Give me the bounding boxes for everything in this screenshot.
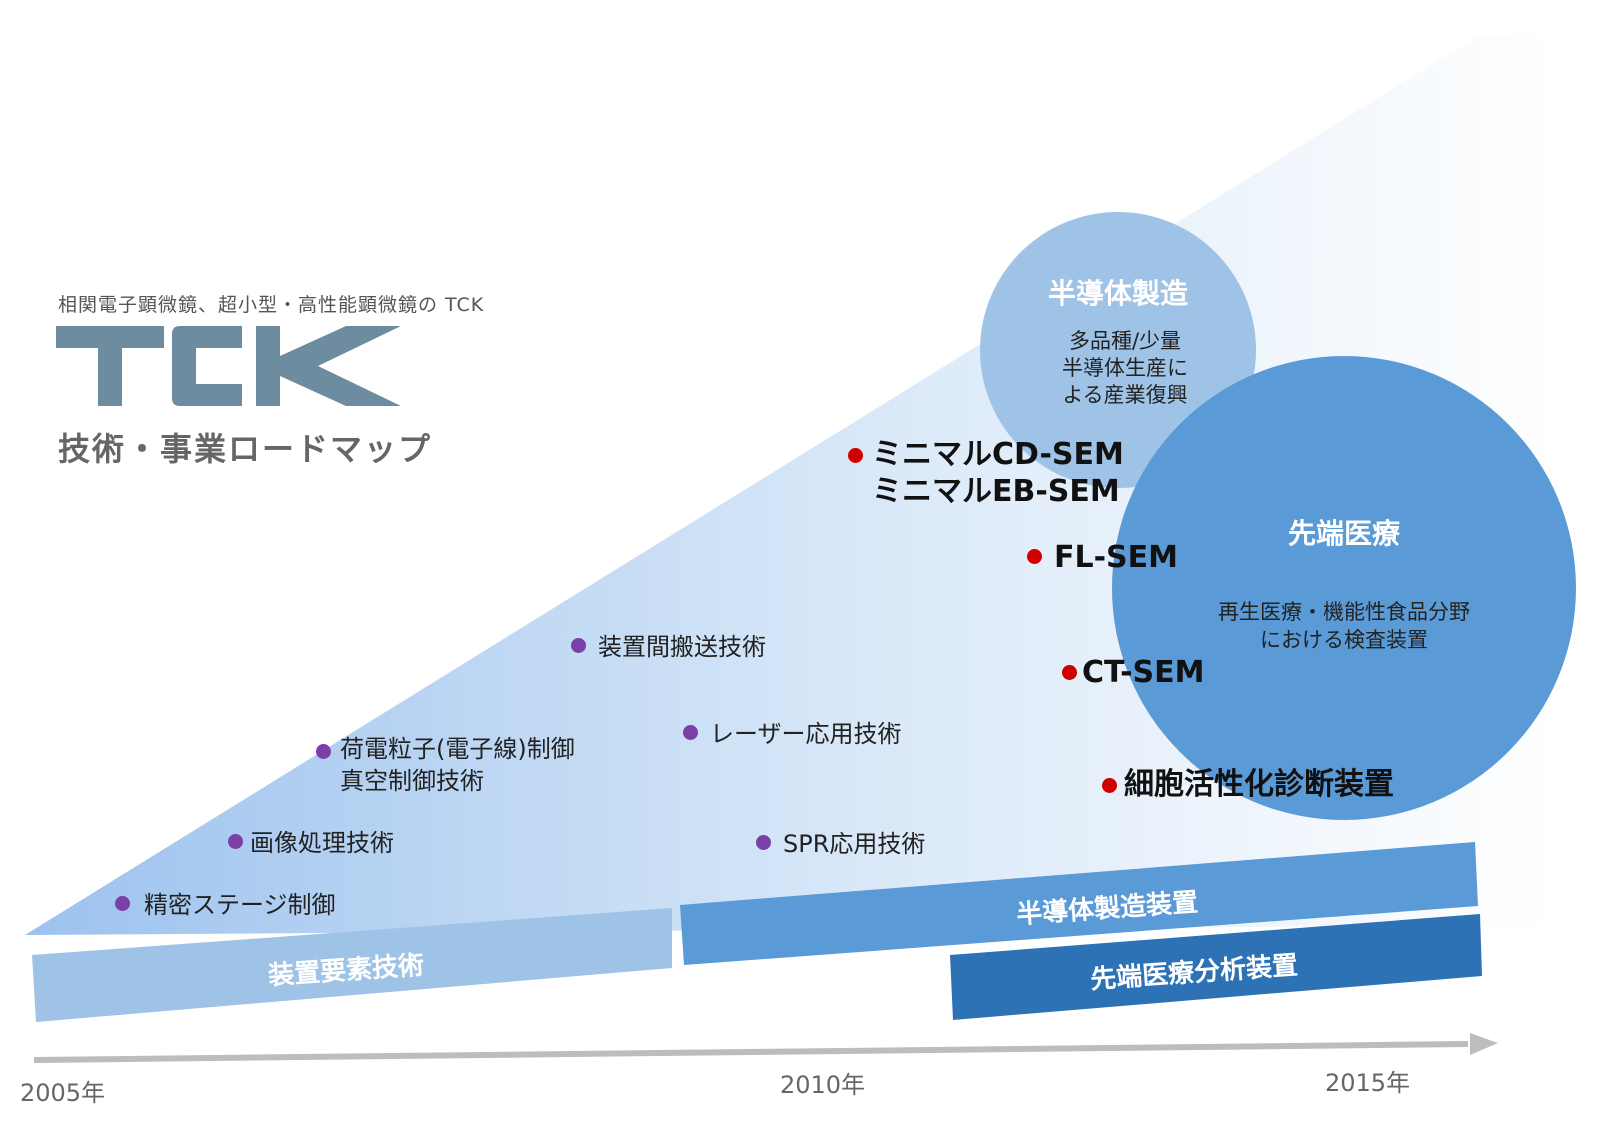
header-subtitle: 相関電子顕微鏡、超小型・高性能顕微鏡の TCK — [58, 294, 485, 316]
tech-charged-particle: 荷電粒子(電子線)制御 — [340, 735, 575, 763]
timeline-arrow-line — [33, 1041, 1469, 1063]
tech-spr: SPR応用技術 — [783, 830, 926, 858]
tech-precision-stage: 精密ステージ制御 — [144, 891, 336, 919]
tech-transfer: 装置間搬送技術 — [598, 633, 766, 661]
medical-analysis-band — [950, 914, 1482, 1020]
medical-circle — [1112, 356, 1576, 820]
product-minimal-cd-sem: ミニマルCD-SEM — [872, 437, 1124, 472]
tech-dot — [571, 638, 586, 653]
product-dot — [1102, 778, 1117, 793]
tech-dot — [683, 725, 698, 740]
semiconductor-circle-title: 半導体製造 — [1047, 277, 1188, 310]
element-tech-band — [32, 908, 672, 1022]
medical-circle-line: 再生医療・機能性食品分野 — [1218, 600, 1470, 624]
product-minimal-eb-sem: ミニマルEB-SEM — [872, 474, 1120, 509]
tech-image-processing: 画像処理技術 — [250, 829, 394, 857]
semiconductor-circle-line: よる産業復興 — [1062, 383, 1188, 407]
tech-dot — [228, 834, 243, 849]
semiconductor-circle-body: 多品種/少量 半導体生産に よる産業復興 — [1018, 328, 1232, 409]
product-cell-diagnosis: 細胞活性化診断装置 — [1124, 767, 1394, 802]
medical-circle-line: における検査装置 — [1260, 628, 1428, 652]
timeline-arrow-head — [1470, 1033, 1498, 1055]
product-dot — [1027, 549, 1042, 564]
roadmap-title: 技術・事業ロードマップ — [58, 430, 433, 468]
product-fl-sem: FL-SEM — [1054, 540, 1179, 575]
semiconductor-circle-line: 多品種/少量 — [1068, 329, 1182, 353]
product-ct-sem: CT-SEM — [1082, 655, 1205, 690]
tech-vacuum-control: 真空制御技術 — [340, 767, 484, 795]
medical-circle-title: 先端医療 — [1287, 517, 1400, 550]
tck-logo — [56, 326, 401, 406]
semiconductor-circle-line: 半導体生産に — [1062, 356, 1188, 380]
year-2015: 2015年 — [1325, 1069, 1411, 1097]
tech-laser: レーザー応用技術 — [710, 720, 902, 748]
semi-equipment-band — [680, 842, 1478, 965]
year-2005: 2005年 — [20, 1079, 106, 1107]
tech-dot — [756, 835, 771, 850]
tech-dot — [115, 896, 130, 911]
medical-circle-body: 再生医療・機能性食品分野 における検査装置 — [1194, 598, 1494, 654]
year-2010: 2010年 — [780, 1071, 866, 1099]
product-dot — [1062, 665, 1077, 680]
product-dot — [848, 448, 863, 463]
tech-dot — [316, 744, 331, 759]
